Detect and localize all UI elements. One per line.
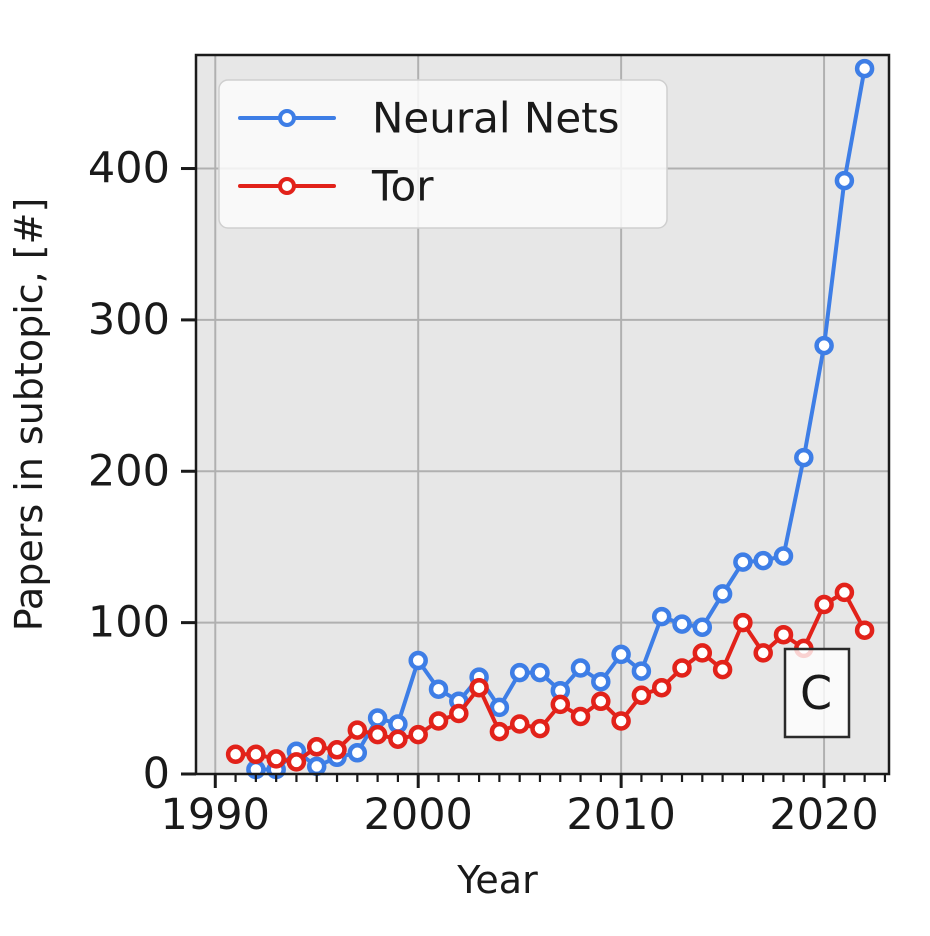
neural-nets-marker [367, 708, 388, 728]
tor-marker [408, 724, 428, 745]
neural-nets-marker [489, 697, 510, 718]
neural-nets-marker [408, 650, 428, 671]
tor-marker [428, 711, 449, 731]
y-tick-label: 100 [88, 598, 170, 648]
panel-label-box: C [783, 647, 851, 739]
neural-nets-marker [733, 552, 753, 572]
tor-marker [489, 721, 510, 742]
x-tick-label: 2020 [769, 790, 878, 840]
x-axis-label: Year [456, 858, 538, 902]
neural-nets-marker [347, 743, 368, 763]
legend-item-tor: Tor [238, 162, 434, 211]
tor-marker [367, 724, 388, 745]
neural-nets-marker [611, 644, 631, 665]
neural-nets-marker [428, 679, 449, 699]
tor-marker [753, 643, 773, 663]
legend-marker-sample [278, 177, 296, 195]
neural-nets-marker [672, 614, 692, 634]
neural-nets-marker [509, 662, 530, 683]
tor-marker [246, 744, 266, 765]
tor-marker [286, 752, 307, 772]
axis-ticks: 1990 2000 2010 2020 0 100 200 300 400 [88, 144, 887, 840]
tor-marker [854, 620, 875, 640]
x-tick-label: 1990 [161, 790, 270, 840]
tor-marker [651, 677, 672, 698]
panel-label: C [800, 666, 832, 720]
tor-marker [449, 703, 469, 724]
y-tick-label: 0 [143, 749, 170, 799]
neural-nets-marker [591, 671, 611, 692]
tor-marker [550, 694, 571, 715]
tor-marker [469, 677, 489, 698]
legend-marker-sample [278, 109, 296, 127]
neural-nets-marker [794, 447, 814, 468]
neural-nets-marker [306, 756, 327, 777]
neural-nets-marker [712, 584, 733, 604]
tor-marker [814, 594, 834, 615]
y-tick-label: 300 [88, 295, 170, 345]
tor-marker [225, 744, 246, 765]
tor-marker [266, 749, 286, 769]
y-tick-label: 200 [88, 446, 170, 496]
tor-marker [591, 691, 611, 712]
panel-label-frame [783, 647, 851, 739]
tor-marker [327, 740, 347, 760]
axes-frame [194, 53, 891, 776]
tor-marker [530, 718, 550, 739]
tor-marker [509, 714, 530, 734]
neural-nets-marker [773, 546, 794, 566]
neural-nets-series [246, 58, 875, 780]
tor-marker [692, 643, 713, 663]
neural-nets-marker [854, 58, 875, 79]
tor-marker [712, 659, 733, 680]
legend-label: Tor [371, 162, 434, 211]
neural-nets-marker [388, 714, 408, 734]
tor-marker [834, 582, 855, 603]
tor-marker [733, 612, 753, 633]
tor-marker [388, 729, 408, 749]
neural-nets-marker [651, 606, 672, 627]
legend-label: Neural Nets [372, 94, 620, 143]
neural-nets-marker [814, 335, 834, 356]
y-tick-label: 400 [88, 144, 170, 194]
x-tick-label: 2010 [566, 790, 675, 840]
tor-marker [570, 706, 591, 727]
tor-marker [672, 658, 692, 678]
legend-item-neural-nets: Neural Nets [238, 94, 620, 143]
neural-nets-marker [692, 617, 713, 637]
x-tick-label: 2000 [363, 790, 472, 840]
legend: Neural Nets Tor [218, 79, 668, 229]
neural-nets-marker [753, 550, 773, 571]
neural-nets-marker [631, 661, 652, 681]
tor-marker [306, 737, 327, 757]
y-axis-label: Papers in subtopic, [#] [7, 198, 51, 632]
tor-marker [631, 685, 652, 706]
tor-marker [773, 624, 794, 645]
neural-nets-marker [530, 662, 550, 683]
neural-nets-marker [834, 170, 855, 191]
tor-marker [611, 711, 631, 731]
tor-series [225, 582, 875, 772]
tor-marker [347, 720, 368, 740]
neural-nets-marker [570, 658, 591, 678]
